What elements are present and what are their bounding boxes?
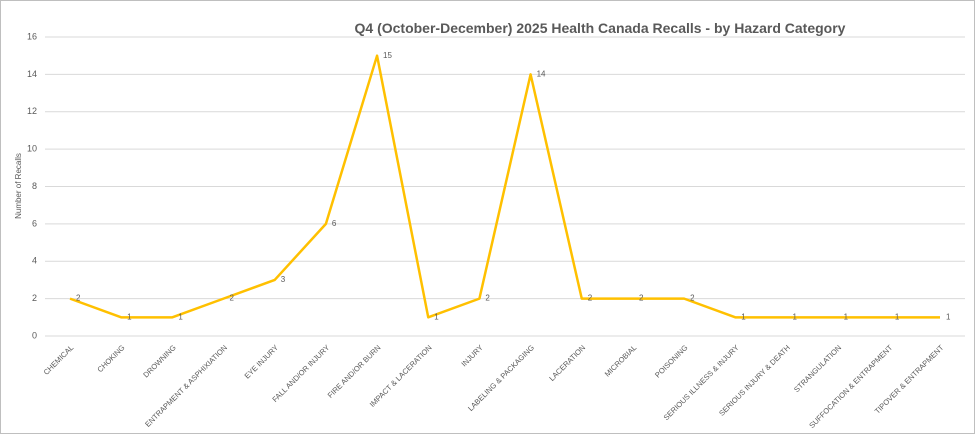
data-label: 2: [76, 294, 81, 303]
data-label: 6: [332, 219, 337, 228]
y-tick-label: 6: [32, 218, 37, 228]
data-label: 1: [178, 312, 183, 321]
data-label: 2: [485, 294, 490, 303]
data-label: 1: [741, 312, 746, 321]
y-tick-label: 4: [32, 256, 37, 266]
y-axis-label: Number of Recalls: [14, 153, 23, 219]
y-tick-label: 10: [27, 144, 37, 154]
data-label: 2: [690, 294, 695, 303]
data-label: 1: [127, 312, 132, 321]
data-label: 1: [792, 312, 797, 321]
y-tick-label: 8: [32, 181, 37, 191]
data-label: 2: [588, 294, 593, 303]
data-label: 14: [537, 69, 546, 78]
data-label: 1: [895, 312, 900, 321]
data-label: 1: [946, 312, 951, 321]
data-line: [69, 54, 940, 319]
y-tick-label: 2: [32, 293, 37, 303]
data-label: 3: [281, 275, 286, 284]
y-tick-label: 0: [32, 330, 37, 340]
data-label: 1: [434, 312, 439, 321]
y-tick-label: 12: [27, 106, 37, 116]
data-label: 1: [844, 312, 849, 321]
chart-title: Q4 (October-December) 2025 Health Canada…: [355, 20, 846, 36]
data-label: 2: [230, 294, 235, 303]
y-tick-label: 14: [27, 69, 37, 79]
y-tick-label: 16: [27, 31, 37, 41]
data-label: 2: [639, 294, 644, 303]
data-label: 15: [383, 51, 392, 60]
